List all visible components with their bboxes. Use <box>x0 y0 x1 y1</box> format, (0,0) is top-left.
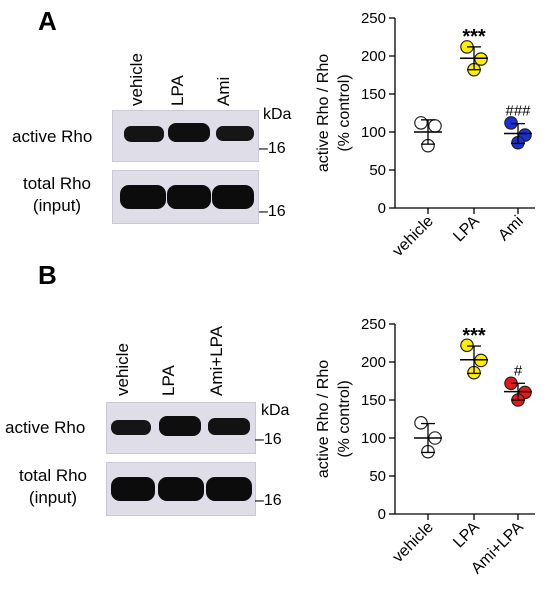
y-axis-label-line-b: (% control) <box>336 380 353 457</box>
x-tick-label-b: vehicle <box>390 519 437 566</box>
x-tick-label-a: Ami <box>495 213 527 245</box>
mw-marker-total-a: –16 <box>259 203 286 220</box>
significance-label-a: *** <box>462 26 486 48</box>
band-ami-active-a <box>216 126 254 141</box>
x-tick-label-a: vehicle <box>390 213 437 260</box>
kda-label-a: kDa <box>263 106 292 123</box>
mw-marker-active-b: –16 <box>255 431 282 448</box>
y-tick-label-b: 250 <box>361 316 386 333</box>
y-tick-label-b: 100 <box>361 430 386 447</box>
chart-a: active Rho / Rho (% control) 0 50 100 150 200 2… <box>315 10 535 260</box>
band-lpa-active-a <box>168 123 210 142</box>
band-ami-lpa-active-b <box>208 418 250 435</box>
blot-strip-active-rho-a <box>112 110 259 162</box>
row-label-total-rho-b: total Rho (input) <box>8 465 98 509</box>
y-tick-label-a: 150 <box>361 86 386 103</box>
row-label-active-rho-b: active Rho <box>5 418 86 437</box>
data-point-a <box>414 116 428 130</box>
row-label-active-rho-a: active Rho <box>12 127 93 146</box>
chart-b: active Rho / Rho (% control) 0 50 100 150 200 2… <box>315 316 535 577</box>
y-tick-label-b: 0 <box>378 506 386 523</box>
data-point-b <box>474 353 488 368</box>
x-tick-label-b: LPA <box>450 519 483 552</box>
y-tick-label-b: 200 <box>361 354 386 371</box>
y-tick-label-b: 150 <box>361 392 386 409</box>
y-tick-label-a: 200 <box>361 48 386 65</box>
blot-strip-total-rho-b <box>106 462 256 516</box>
y-tick-label-a: 250 <box>361 10 386 27</box>
kda-label-b: kDa <box>261 402 290 419</box>
lane-label-lpa-a: LPA <box>168 75 187 106</box>
x-tick-label-a: LPA <box>450 213 483 246</box>
row-label-total-rho-a-line1: total Rho <box>22 174 92 193</box>
y-tick-label-a: 0 <box>378 200 386 217</box>
mw-marker-total-b: –16 <box>255 492 282 509</box>
significance-label-b: # <box>514 362 523 379</box>
y-axis-label-line-a: (% control) <box>336 74 353 151</box>
lane-label-vehicle-a: vehicle <box>127 53 146 106</box>
band-lpa-total-a <box>167 185 211 209</box>
band-ami-lpa-total-b <box>206 477 252 501</box>
panel-letter-b: B <box>38 260 57 290</box>
band-vehicle-total-a <box>120 185 166 209</box>
band-ami-total-a <box>212 185 254 209</box>
lane-label-ami-lpa-b: Ami+LPA <box>207 325 226 396</box>
y-axis-label-line-b: active Rho / Rho <box>315 360 332 478</box>
row-label-total-rho-a: total Rho (input) <box>12 173 102 217</box>
data-point-a <box>428 119 442 133</box>
y-axis-label-b: active Rho / Rho (% control) <box>315 360 353 478</box>
band-lpa-total-b <box>158 477 204 501</box>
data-point-b <box>414 416 428 430</box>
panel-letter-a: A <box>38 6 57 36</box>
mw-marker-active-a: –16 <box>259 140 286 157</box>
y-tick-label-b: 50 <box>369 468 386 485</box>
band-vehicle-active-a <box>124 126 164 142</box>
row-label-total-rho-a-line2: (input) <box>32 196 82 215</box>
y-tick-label-a: 50 <box>369 162 386 179</box>
data-point-a <box>474 52 488 66</box>
blot-strip-active-rho-b <box>106 402 256 454</box>
row-label-total-rho-b-line2: (input) <box>28 488 78 507</box>
lane-label-lpa-b: LPA <box>159 365 178 396</box>
significance-label-a: ### <box>505 103 531 120</box>
lane-label-vehicle-b: vehicle <box>113 343 132 396</box>
data-point-a <box>504 116 518 130</box>
y-axis-label-a: active Rho / Rho (% control) <box>315 54 353 172</box>
band-vehicle-active-b <box>111 420 151 435</box>
row-label-total-rho-b-line1: total Rho <box>18 466 88 485</box>
blot-strip-total-rho-a <box>112 170 259 224</box>
band-lpa-active-b <box>159 416 201 436</box>
significance-label-b: *** <box>462 325 486 347</box>
data-point-b <box>460 338 474 353</box>
lane-label-ami-a: Ami <box>214 76 233 106</box>
band-vehicle-total-b <box>111 477 155 501</box>
y-axis-label-line-a: active Rho / Rho <box>315 54 332 172</box>
y-tick-label-a: 100 <box>361 124 386 141</box>
